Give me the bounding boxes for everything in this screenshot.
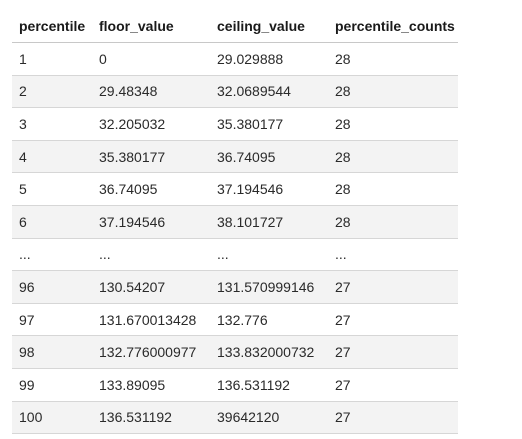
cell-percentile-counts: 28: [328, 107, 458, 141]
cell-percentile-counts: 28: [328, 42, 458, 76]
cell-ceiling-value: 35.380177: [210, 107, 328, 141]
column-header-percentile: percentile: [12, 10, 92, 43]
cell-percentile: 2: [12, 75, 92, 109]
table-row: 4 35.380177 36.74095 28: [12, 140, 458, 174]
cell-percentile-counts: 27: [328, 401, 458, 435]
cell-percentile: 100: [12, 401, 92, 435]
cell-ceiling-value: 36.74095: [210, 140, 328, 174]
cell-percentile: 6: [12, 205, 92, 239]
cell-floor-value: 37.194546: [92, 205, 210, 239]
cell-percentile-counts: 28: [328, 75, 458, 109]
cell-percentile-counts: 27: [328, 368, 458, 402]
cell-ceiling-value: 37.194546: [210, 172, 328, 206]
cell-ellipsis: ...: [210, 238, 328, 272]
cell-percentile-counts: 27: [328, 335, 458, 369]
percentile-table: percentile floor_value ceiling_value per…: [12, 10, 458, 435]
table-row: 100 136.531192 39642120 27: [12, 401, 458, 435]
column-header-floor-value: floor_value: [92, 10, 210, 43]
cell-ceiling-value: 133.832000732: [210, 335, 328, 369]
column-header-ceiling-value: ceiling_value: [210, 10, 328, 43]
cell-percentile-counts: 27: [328, 270, 458, 304]
cell-floor-value: 32.205032: [92, 107, 210, 141]
cell-floor-value: 0: [92, 42, 210, 76]
cell-floor-value: 29.48348: [92, 75, 210, 109]
cell-ceiling-value: 38.101727: [210, 205, 328, 239]
cell-percentile: 4: [12, 140, 92, 174]
table-body: 1 0 29.029888 28 2 29.48348 32.0689544 2…: [12, 42, 458, 435]
cell-percentile-counts: 28: [328, 205, 458, 239]
table-row: 5 36.74095 37.194546 28: [12, 172, 458, 206]
cell-floor-value: 35.380177: [92, 140, 210, 174]
cell-percentile-counts: 28: [328, 140, 458, 174]
cell-percentile: 1: [12, 42, 92, 76]
cell-percentile: 97: [12, 303, 92, 337]
cell-ceiling-value: 132.776: [210, 303, 328, 337]
table-row: 96 130.54207 131.570999146 27: [12, 270, 458, 304]
cell-floor-value: 130.54207: [92, 270, 210, 304]
cell-percentile-counts: 27: [328, 303, 458, 337]
cell-ceiling-value: 131.570999146: [210, 270, 328, 304]
cell-percentile-counts: 28: [328, 172, 458, 206]
cell-percentile: 3: [12, 107, 92, 141]
cell-floor-value: 132.776000977: [92, 335, 210, 369]
table-row: 1 0 29.029888 28: [12, 42, 458, 76]
cell-floor-value: 136.531192: [92, 401, 210, 435]
cell-ceiling-value: 136.531192: [210, 368, 328, 402]
ellipsis-row: ... ... ... ...: [12, 238, 458, 272]
table-row: 6 37.194546 38.101727 28: [12, 205, 458, 239]
cell-floor-value: 131.670013428: [92, 303, 210, 337]
table-row: 97 131.670013428 132.776 27: [12, 303, 458, 337]
table-row: 98 132.776000977 133.832000732 27: [12, 335, 458, 369]
cell-percentile: 5: [12, 172, 92, 206]
cell-floor-value: 36.74095: [92, 172, 210, 206]
cell-ceiling-value: 32.0689544: [210, 75, 328, 109]
table-row: 99 133.89095 136.531192 27: [12, 368, 458, 402]
cell-percentile: 98: [12, 335, 92, 369]
cell-ellipsis: ...: [92, 238, 210, 272]
table-row: 3 32.205032 35.380177 28: [12, 107, 458, 141]
cell-ceiling-value: 29.029888: [210, 42, 328, 76]
cell-ellipsis: ...: [12, 238, 92, 272]
cell-ellipsis: ...: [328, 238, 458, 272]
cell-percentile: 99: [12, 368, 92, 402]
cell-percentile: 96: [12, 270, 92, 304]
cell-ceiling-value: 39642120: [210, 401, 328, 435]
header-row: percentile floor_value ceiling_value per…: [12, 10, 458, 43]
table-row: 2 29.48348 32.0689544 28: [12, 75, 458, 109]
cell-floor-value: 133.89095: [92, 368, 210, 402]
column-header-percentile-counts: percentile_counts: [328, 10, 458, 43]
table-header: percentile floor_value ceiling_value per…: [12, 10, 458, 43]
